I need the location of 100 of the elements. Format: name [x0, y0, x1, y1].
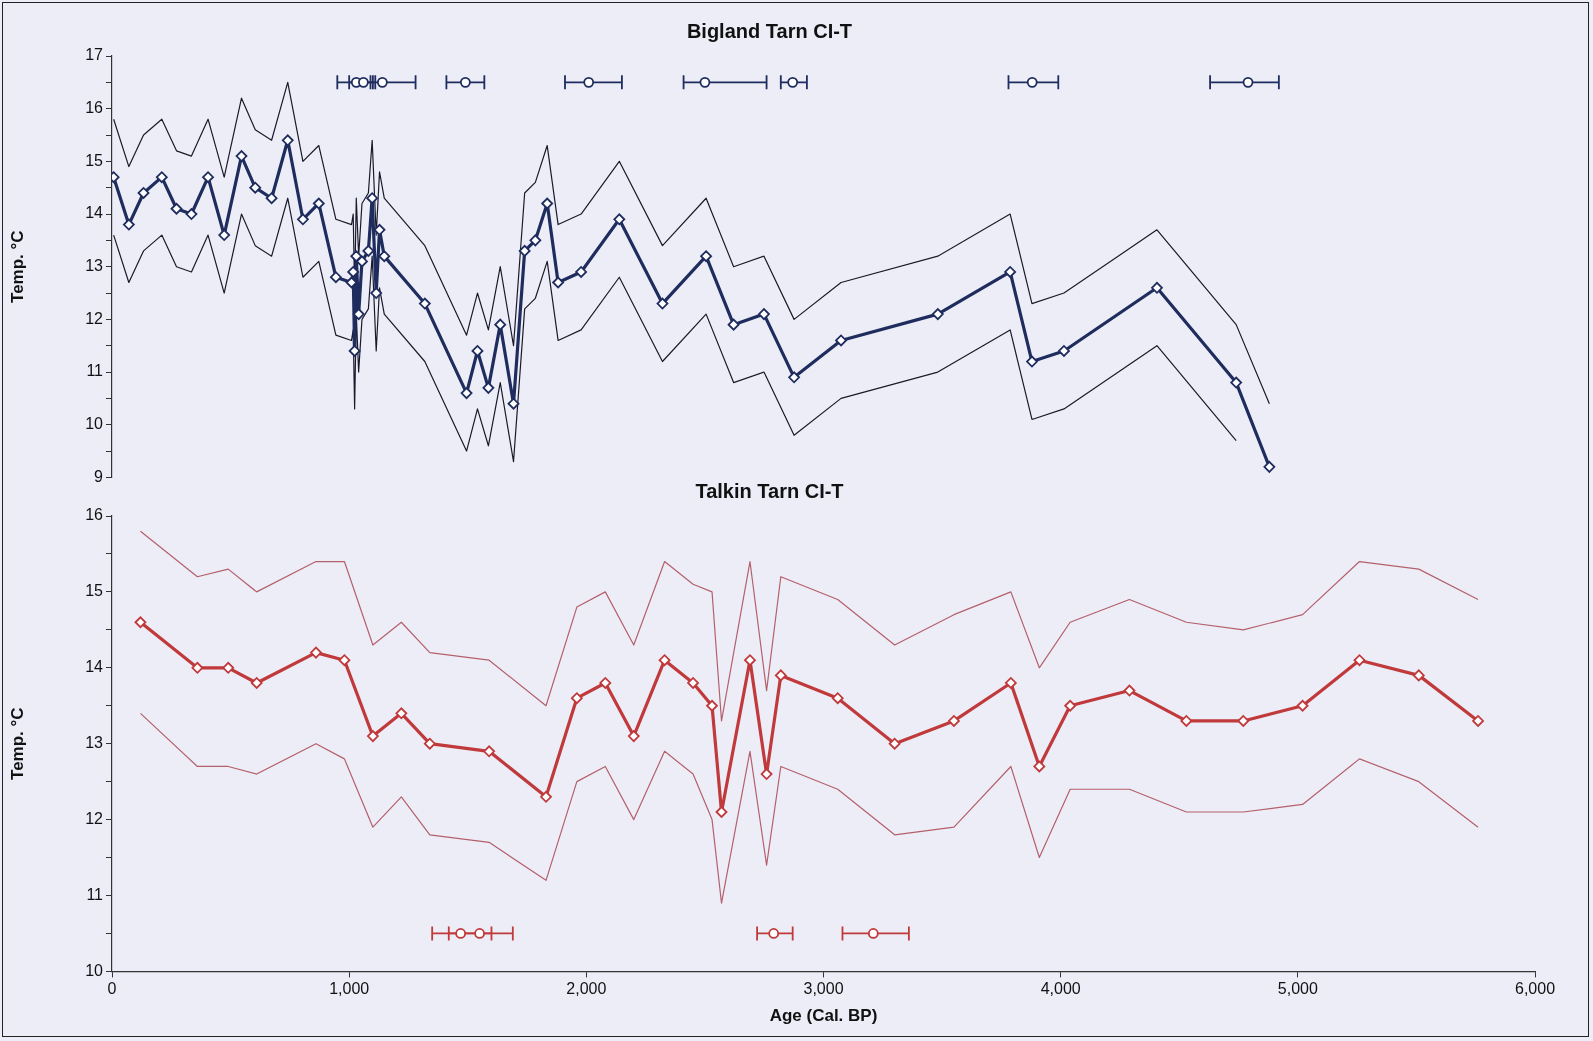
point [583, 76, 595, 88]
point [170, 202, 183, 215]
y-tick-label: 16 [85, 99, 104, 117]
x-tick-label: 6,000 [1514, 980, 1556, 998]
point [867, 928, 879, 939]
point [297, 213, 309, 226]
point [474, 928, 486, 939]
point [599, 677, 612, 689]
point [758, 308, 770, 321]
point [1353, 654, 1366, 667]
point [656, 297, 669, 310]
y-tick-label: 14 [85, 204, 104, 222]
y-tick-label: 17 [85, 46, 104, 64]
point [1472, 715, 1484, 727]
point [888, 737, 901, 750]
point [575, 266, 588, 278]
point [552, 276, 565, 289]
point [185, 208, 198, 220]
point [1296, 699, 1309, 712]
chart-title: Bigland Tarn CI-T [686, 19, 853, 42]
point [658, 654, 671, 667]
y-axis-title: Temp. °C [7, 230, 27, 303]
point [348, 345, 361, 357]
point [1004, 266, 1017, 278]
point [1064, 699, 1077, 712]
point [395, 707, 408, 720]
point [1058, 345, 1070, 357]
point [1123, 684, 1136, 697]
point [352, 308, 365, 321]
point [700, 250, 712, 263]
x-tick-label: 1,000 [329, 980, 370, 998]
point [518, 245, 531, 257]
chart-title: Talkin Tarn CI-T [695, 479, 844, 502]
point [265, 192, 278, 205]
point [1263, 460, 1276, 473]
point [760, 768, 773, 780]
point [137, 187, 150, 199]
point [483, 745, 495, 758]
point [835, 334, 847, 347]
x-tick-label: 3,000 [803, 980, 844, 998]
point [1004, 677, 1017, 689]
point [727, 318, 740, 331]
point [202, 171, 214, 184]
point [1180, 715, 1193, 727]
point [529, 234, 542, 247]
y-tick-label: 15 [85, 582, 104, 600]
point [376, 76, 388, 88]
point [715, 806, 728, 818]
point [1151, 281, 1163, 294]
y-tick-label: 11 [86, 362, 104, 380]
point [250, 677, 263, 689]
point [358, 76, 369, 88]
point [423, 737, 436, 750]
point [329, 271, 342, 284]
y-tick-label: 14 [85, 658, 104, 676]
point [787, 76, 799, 88]
y-tick-label: 16 [85, 506, 104, 524]
y-tick-label: 10 [85, 961, 104, 979]
x-tick-label: 0 [107, 980, 117, 998]
y-tick-label: 12 [85, 810, 104, 828]
point [831, 692, 844, 705]
y-tick-label: 13 [85, 734, 104, 752]
point [378, 250, 391, 263]
point [1026, 355, 1038, 368]
point [459, 76, 471, 88]
x-axis-title: Age (Cal. BP) [769, 1006, 878, 1026]
x-tick-label: 2,000 [566, 980, 607, 998]
point [1230, 376, 1243, 389]
point [249, 181, 262, 194]
point [687, 677, 699, 689]
y-tick-label: 12 [85, 309, 104, 327]
point [1237, 715, 1250, 727]
point [1026, 76, 1038, 88]
point [460, 387, 473, 400]
x-tick-label: 4,000 [1040, 980, 1081, 998]
point [122, 218, 135, 231]
y-tick-label: 9 [94, 467, 104, 485]
point [1242, 76, 1254, 88]
point [613, 213, 626, 226]
point [931, 308, 944, 321]
y-tick-label: 10 [85, 415, 104, 433]
point [570, 692, 583, 705]
point [191, 661, 204, 674]
point [768, 928, 780, 939]
point [540, 790, 552, 803]
point [370, 287, 383, 299]
y-tick-label: 15 [85, 151, 104, 169]
point [1412, 669, 1425, 682]
point [1033, 760, 1046, 773]
point [788, 371, 800, 384]
point [774, 669, 787, 682]
x-tick-label: 5,000 [1277, 980, 1318, 998]
point [699, 76, 711, 88]
point [706, 699, 718, 712]
point [338, 654, 351, 667]
point [366, 730, 379, 743]
point [455, 928, 467, 939]
y-tick-label: 13 [85, 257, 104, 275]
point [310, 646, 322, 659]
point [627, 730, 640, 743]
